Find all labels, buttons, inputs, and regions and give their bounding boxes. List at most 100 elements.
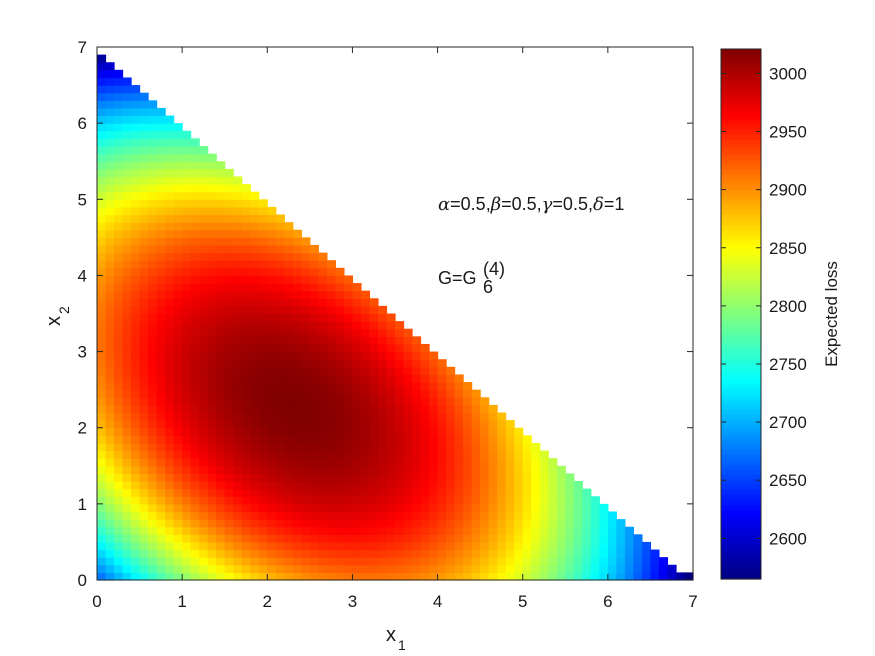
- heatmap-cell: [377, 549, 388, 558]
- heatmap-cell: [233, 465, 243, 474]
- heatmap-cell: [352, 382, 362, 391]
- heatmap-cell: [105, 488, 115, 497]
- heatmap-cell: [258, 366, 268, 376]
- heatmap-cell: [267, 382, 277, 391]
- heatmap-cell: [250, 222, 260, 231]
- heatmap-cell: [139, 541, 149, 551]
- heatmap-cell: [258, 511, 268, 520]
- heatmap-cell: [301, 412, 311, 421]
- heatmap-cell: [224, 290, 234, 299]
- heatmap-cell: [488, 404, 498, 414]
- colorbar-segment: [721, 434, 761, 440]
- heatmap-cell: [173, 389, 183, 398]
- heatmap-cell: [97, 382, 107, 391]
- heatmap-cell: [114, 511, 124, 520]
- heatmap-cell: [386, 488, 396, 497]
- colorbar-segment: [721, 159, 761, 165]
- heatmap-cell: [250, 450, 260, 459]
- heatmap-cell: [190, 503, 200, 513]
- heatmap-cell: [284, 321, 294, 330]
- colorbar-segment: [721, 544, 761, 550]
- heatmap-cell: [352, 557, 362, 566]
- heatmap-cell: [139, 237, 149, 246]
- heatmap-cell: [616, 557, 626, 566]
- heatmap-cell: [199, 199, 209, 208]
- heatmap-cell: [284, 404, 294, 414]
- heatmap-cell: [446, 549, 456, 558]
- heatmap-cell: [403, 534, 413, 543]
- heatmap-cell: [343, 541, 354, 551]
- heatmap-cell: [182, 222, 192, 231]
- heatmap-cell: [463, 541, 473, 551]
- heatmap-cell: [139, 465, 149, 474]
- heatmap-cell: [131, 130, 141, 139]
- heatmap-cell: [233, 557, 243, 566]
- heatmap-cell: [241, 481, 251, 490]
- heatmap-cell: [165, 496, 175, 505]
- heatmap-cell: [292, 290, 302, 299]
- heatmap-cell: [633, 541, 643, 551]
- heatmap-cell: [182, 351, 192, 360]
- heatmap-cell: [182, 435, 192, 444]
- heatmap-cell: [122, 435, 132, 444]
- heatmap-cell: [173, 519, 183, 528]
- heatmap-cell: [114, 336, 124, 345]
- heatmap-cell: [505, 503, 515, 513]
- heatmap-cell: [182, 473, 192, 482]
- heatmap-cell: [216, 511, 226, 520]
- heatmap-cell: [309, 534, 319, 543]
- heatmap-cell: [275, 336, 285, 345]
- heatmap-cell: [395, 534, 405, 543]
- heatmap-cell: [122, 442, 132, 452]
- heatmap-cell: [309, 305, 319, 315]
- heatmap-cell: [258, 229, 268, 238]
- heatmap-cell: [539, 503, 549, 513]
- heatmap-cell: [429, 458, 439, 467]
- heatmap-cell: [343, 366, 354, 376]
- heatmap-cell: [309, 465, 319, 474]
- heatmap-cell: [582, 549, 592, 558]
- heatmap-cell: [326, 541, 336, 551]
- heatmap-cell: [233, 244, 243, 254]
- colorbar-segment: [721, 114, 761, 120]
- heatmap-cell: [309, 275, 319, 284]
- colorbar-segment: [721, 474, 761, 480]
- heatmap-cell: [224, 229, 234, 238]
- heatmap-cell: [105, 557, 115, 566]
- heatmap-cell: [641, 549, 652, 558]
- heatmap-cell: [292, 237, 302, 246]
- heatmap-cell: [377, 564, 388, 573]
- heatmap-cell: [360, 519, 371, 528]
- heatmap-cell: [522, 534, 532, 543]
- heatmap-cell: [199, 313, 209, 322]
- heatmap-cell: [284, 229, 294, 238]
- heatmap-cell: [190, 359, 200, 368]
- heatmap-cell: [241, 534, 251, 543]
- heatmap-cell: [590, 496, 600, 505]
- heatmap-cell: [173, 138, 183, 147]
- heatmap-cell: [131, 85, 141, 94]
- heatmap-cell: [335, 526, 345, 535]
- heatmap-cell: [224, 549, 234, 558]
- heatmap-cell: [182, 283, 192, 292]
- heatmap-cell: [505, 572, 515, 581]
- heatmap-cell: [114, 107, 124, 117]
- heatmap-cell: [429, 488, 439, 497]
- heatmap-cell: [326, 260, 336, 269]
- heatmap-cell: [216, 427, 226, 436]
- heatmap-cell: [497, 503, 507, 513]
- heatmap-cell: [343, 389, 354, 398]
- heatmap-cell: [335, 557, 345, 566]
- colorbar-segment: [721, 414, 761, 420]
- heatmap-cell: [258, 351, 268, 360]
- heatmap-cell: [224, 534, 234, 543]
- heatmap-cell: [446, 450, 456, 459]
- heatmap-cell: [599, 541, 609, 551]
- heatmap-cell: [505, 465, 515, 474]
- heatmap-cell: [412, 549, 422, 558]
- heatmap-cell: [463, 503, 473, 513]
- heatmap-cell: [437, 366, 447, 376]
- heatmap-cell: [377, 427, 388, 436]
- heatmap-cell: [463, 488, 473, 497]
- heatmap-cell: [182, 176, 192, 185]
